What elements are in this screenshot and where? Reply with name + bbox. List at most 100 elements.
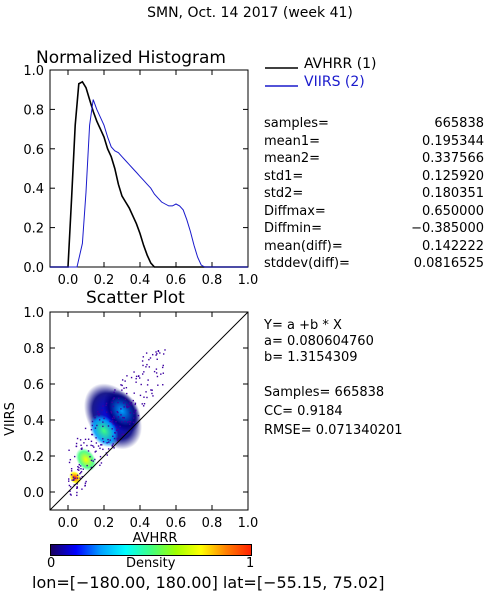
stat-row: stddev(diff)= 0.0816525 [264,256,484,272]
scatter-point [139,394,142,397]
scatter-point [138,377,141,379]
scatter-point [135,375,138,378]
scatter-point [151,353,154,356]
stat-label: stddev(diff)= [264,256,350,271]
scatter-point [97,413,99,415]
scatter-x-tick-label: 1.0 [238,516,259,531]
scatter-point [112,443,114,445]
scatter-point [127,406,129,408]
scatter-x-tick-label: 0.0 [58,516,79,531]
scatter-point [161,366,164,369]
scatter-point [129,411,132,414]
scatter-point [134,403,136,406]
scatter-point [75,442,78,445]
stat-value: −0.385000 [411,221,484,236]
scatter-point [141,360,144,362]
scatter-point [148,366,151,368]
stat-row: Diffmax= 0.650000 [264,204,484,220]
scatter-point [80,467,82,470]
scatter-point [102,405,104,407]
scatter-point [135,409,137,411]
scatter-point [79,477,81,479]
scatter-point [150,389,152,391]
scatter-x-axis-label: AVHRR [133,531,178,546]
scatter-point [100,444,102,446]
hist-x-tick-label: 1.0 [238,273,259,288]
scatter-point [111,428,113,430]
stat-row: std1= 0.125920 [264,169,484,185]
stat-value: 0.195344 [421,133,484,149]
scatter-point [122,416,124,419]
scatter-frame [49,311,249,511]
scatter-x-tick-label: 0.8 [202,516,223,531]
scatter-point [69,486,72,488]
scatter-point [105,402,108,405]
scatter-point [70,474,73,476]
stat-row: samples= 665838 [264,116,484,132]
scatter-point [124,398,127,401]
scatter-point [116,439,119,442]
scatter-point [133,371,135,373]
scatter-point [111,421,113,423]
scatter-point [148,358,150,361]
scatter-point [76,487,78,489]
scatter-point [87,438,90,440]
scatter-point [101,409,103,411]
stat-label: mean2= [264,151,321,166]
scatter-point [86,464,88,467]
stat-row: mean1= 0.195344 [264,134,484,150]
scatter-point [99,464,101,467]
scatter-point [95,450,97,452]
scatter-point [82,468,84,470]
scatter-point [126,375,128,377]
scatter-point [116,437,119,440]
scatter-point [110,410,112,413]
scatter-point [95,442,98,444]
scatter-point [156,375,159,378]
scatter-point [81,447,83,449]
scatter-point [102,440,105,443]
scatter-point [155,351,157,353]
stat-row: std2= 0.180351 [264,186,484,202]
scatter-point [98,414,100,417]
scatter-y-tick-label: 1.0 [23,306,44,321]
scatter-point [113,397,115,399]
scatter-y-tick-label: 0.8 [23,342,44,357]
scatter-point [112,405,115,408]
scatter-point [126,392,128,395]
scatter-point [153,370,156,373]
scatter-point [73,455,76,458]
scatter-point [77,465,79,468]
histogram-title: Normalized Histogram [36,48,226,68]
scatter-point [132,399,134,402]
scatter-point [70,494,72,496]
scatter-point [80,471,82,474]
scatter-point [120,384,122,386]
scatter-point [117,411,119,414]
scatter-point [69,493,72,495]
scatter-point [91,433,93,436]
scatter-point [128,423,131,425]
scatter-point [111,417,114,420]
scatter-point [81,488,83,490]
scatter-point [135,381,137,383]
scatter-point [75,445,78,448]
scatter-point [107,425,110,427]
hist-y-tick-label: 0.6 [23,143,44,158]
hist-x-tick-label: 0.8 [202,273,223,288]
scatter-point [94,416,96,419]
scatter-point [142,356,145,358]
scatter-point [121,433,123,436]
scatter-point [146,384,149,386]
scatter-point [90,428,93,431]
scatter-point [123,417,125,419]
scatter-point [149,357,152,359]
scatter-point [83,442,85,444]
one-to-one-line [49,311,249,511]
scatter-point [73,478,75,480]
scatter-point [76,483,78,485]
scatter-point [93,446,95,448]
scatter-point [84,427,87,430]
hist-y-tick-label: 0.2 [23,222,44,237]
regression-rmse: RMSE= 0.071340201 [264,423,403,438]
